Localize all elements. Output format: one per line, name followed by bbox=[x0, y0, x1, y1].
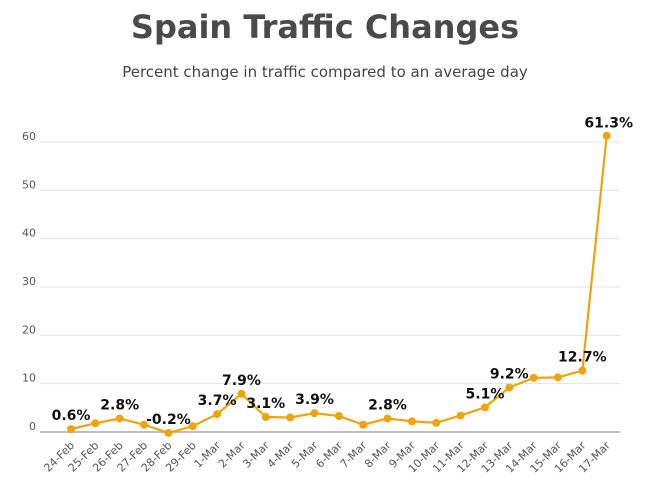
x-tick-label: 2-Mar bbox=[216, 439, 248, 471]
data-label: 2.8% bbox=[100, 397, 139, 413]
data-point bbox=[602, 131, 611, 140]
data-point bbox=[91, 419, 100, 428]
data-point bbox=[310, 409, 319, 418]
y-tick-label: 40 bbox=[22, 227, 36, 240]
data-label: 0.6% bbox=[52, 408, 91, 424]
y-tick-label: 30 bbox=[22, 275, 36, 288]
data-label: 5.1% bbox=[466, 386, 505, 402]
y-tick-label: 60 bbox=[22, 130, 36, 143]
data-label: 3.9% bbox=[295, 392, 334, 408]
data-point bbox=[237, 389, 246, 398]
data-label: 61.3% bbox=[584, 116, 633, 132]
data-point bbox=[213, 410, 222, 419]
data-point bbox=[383, 414, 392, 423]
y-tick-label: 10 bbox=[22, 372, 36, 385]
chart-title: Spain Traffic Changes bbox=[130, 8, 520, 46]
data-point bbox=[67, 425, 75, 434]
x-tick-label: 8-Mar bbox=[362, 439, 394, 471]
data-point bbox=[188, 422, 197, 431]
data-point bbox=[115, 414, 124, 423]
data-point bbox=[407, 417, 416, 426]
data-point bbox=[261, 413, 270, 422]
data-label: 3.1% bbox=[246, 396, 285, 412]
y-tick-label: 50 bbox=[22, 178, 36, 191]
data-point bbox=[554, 373, 562, 382]
x-tick-label: 4-Mar bbox=[265, 439, 297, 471]
chart-subtitle: Percent change in traffic compared to an… bbox=[122, 63, 528, 81]
data-label: 9.2% bbox=[490, 367, 529, 383]
data-point bbox=[334, 412, 343, 421]
y-tick-label: 20 bbox=[22, 323, 36, 336]
data-label: -0.2% bbox=[146, 412, 191, 428]
data-point bbox=[505, 383, 514, 392]
data-point bbox=[286, 413, 295, 422]
data-label: 7.9% bbox=[222, 373, 261, 389]
data-label: 12.7% bbox=[558, 350, 607, 366]
x-tick-label: 7-Mar bbox=[338, 439, 370, 471]
x-tick-label: 6-Mar bbox=[313, 439, 345, 471]
data-point bbox=[359, 420, 368, 429]
data-label: 3.7% bbox=[198, 393, 237, 409]
data-point bbox=[432, 418, 441, 427]
data-point bbox=[480, 403, 489, 412]
data-label: 2.8% bbox=[368, 397, 407, 413]
x-tick-label: 1-Mar bbox=[192, 439, 224, 471]
series-line bbox=[70, 135, 608, 435]
data-point bbox=[529, 373, 538, 382]
y-tick-label: 0 bbox=[29, 420, 36, 433]
data-point bbox=[140, 420, 149, 429]
data-point bbox=[164, 428, 173, 437]
x-tick-label: 5-Mar bbox=[289, 439, 321, 471]
data-point bbox=[578, 366, 587, 375]
x-tick-label: 3-Mar bbox=[240, 439, 272, 471]
data-point bbox=[456, 411, 465, 420]
